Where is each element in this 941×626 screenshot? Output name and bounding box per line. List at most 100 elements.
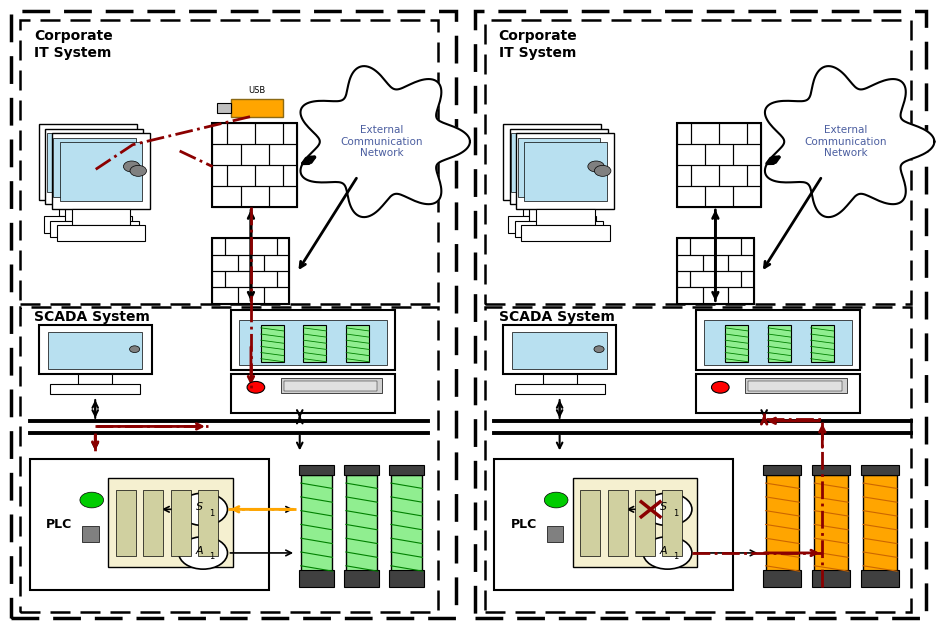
Bar xyxy=(299,465,334,475)
Bar xyxy=(677,239,754,304)
Bar xyxy=(213,239,290,304)
Bar xyxy=(748,381,842,391)
Bar xyxy=(536,208,595,225)
Bar xyxy=(389,465,424,475)
Bar xyxy=(703,287,728,304)
Bar xyxy=(677,144,705,165)
Bar xyxy=(691,123,719,144)
Bar xyxy=(58,200,118,216)
Circle shape xyxy=(247,381,264,393)
Bar xyxy=(116,490,136,556)
Bar xyxy=(45,129,143,204)
Bar xyxy=(766,475,799,571)
Bar xyxy=(52,133,150,208)
Circle shape xyxy=(117,156,134,168)
Text: SCADA System: SCADA System xyxy=(34,310,151,324)
Bar xyxy=(814,475,848,571)
Bar xyxy=(768,325,790,362)
Bar xyxy=(213,255,238,271)
Bar xyxy=(677,123,691,144)
Bar xyxy=(50,384,140,394)
Circle shape xyxy=(594,346,604,352)
Bar xyxy=(227,123,255,144)
Bar xyxy=(251,271,277,287)
Bar xyxy=(20,307,438,612)
Bar xyxy=(231,310,395,369)
Bar xyxy=(299,570,334,587)
Bar xyxy=(213,123,227,144)
Bar xyxy=(241,144,269,165)
Bar xyxy=(677,123,761,207)
Bar xyxy=(170,490,191,556)
Text: S: S xyxy=(196,502,203,512)
Bar xyxy=(494,459,733,590)
Bar xyxy=(251,239,277,255)
Circle shape xyxy=(80,492,104,508)
Text: 1: 1 xyxy=(209,553,215,562)
Bar xyxy=(78,374,112,384)
Text: Corporate
IT System: Corporate IT System xyxy=(34,29,113,59)
Bar xyxy=(301,475,332,571)
Bar xyxy=(747,165,761,186)
Bar xyxy=(608,490,628,556)
Bar xyxy=(20,20,438,304)
Bar xyxy=(47,133,129,192)
Circle shape xyxy=(643,536,692,569)
Bar xyxy=(763,465,802,475)
Bar xyxy=(745,378,847,393)
Bar xyxy=(280,378,382,393)
Bar xyxy=(48,332,142,369)
Circle shape xyxy=(582,156,598,168)
Bar xyxy=(518,138,600,197)
Bar xyxy=(510,129,608,204)
Text: External
Communication
Network: External Communication Network xyxy=(340,125,423,158)
Bar xyxy=(690,239,715,255)
Bar xyxy=(255,165,283,186)
Bar xyxy=(703,255,728,271)
Bar xyxy=(283,165,297,186)
Bar xyxy=(704,320,852,365)
Bar xyxy=(389,570,424,587)
Text: SCADA System: SCADA System xyxy=(499,310,614,324)
Text: External
Communication
Network: External Communication Network xyxy=(805,125,887,158)
Bar xyxy=(346,325,369,362)
Bar xyxy=(863,475,897,571)
Bar xyxy=(733,186,761,207)
Circle shape xyxy=(179,493,228,525)
Bar xyxy=(662,490,682,556)
Bar xyxy=(728,255,754,271)
Bar xyxy=(747,123,761,144)
Bar xyxy=(231,374,395,413)
Bar xyxy=(277,271,290,287)
Bar xyxy=(72,208,131,225)
Bar xyxy=(695,374,860,413)
Bar xyxy=(695,310,860,369)
Bar xyxy=(523,200,582,216)
Bar xyxy=(108,478,232,567)
Bar xyxy=(213,123,297,207)
Bar xyxy=(284,381,377,391)
Bar xyxy=(39,325,152,374)
Bar xyxy=(719,123,747,144)
Bar xyxy=(812,465,851,475)
Bar xyxy=(515,384,605,394)
Bar xyxy=(44,216,132,233)
Bar xyxy=(213,271,225,287)
Bar xyxy=(213,186,241,207)
Bar xyxy=(741,239,754,255)
Bar xyxy=(573,478,697,567)
Bar xyxy=(29,459,269,590)
Bar xyxy=(515,220,603,237)
Bar xyxy=(225,271,251,287)
Bar xyxy=(503,125,601,200)
Bar xyxy=(485,307,912,612)
Bar xyxy=(51,220,138,237)
Bar xyxy=(65,204,124,220)
Bar xyxy=(677,239,690,255)
Bar xyxy=(343,465,379,475)
Bar xyxy=(213,287,238,304)
Bar xyxy=(741,271,754,287)
Bar xyxy=(726,325,748,362)
Bar xyxy=(213,165,227,186)
Bar xyxy=(547,526,564,542)
